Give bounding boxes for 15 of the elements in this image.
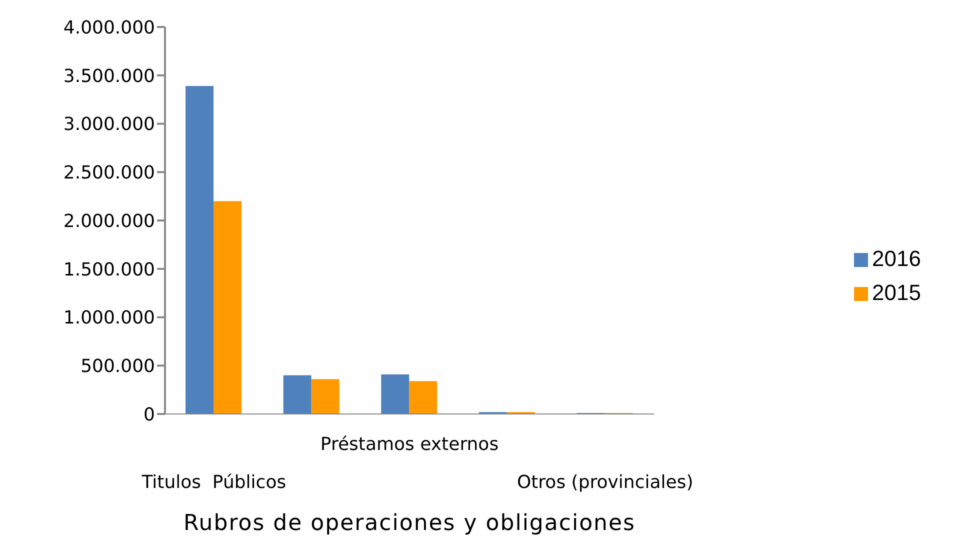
- x-axis-title: Rubros de operaciones y obligaciones: [184, 511, 636, 536]
- x-tick-label: Titulos Públicos: [140, 472, 286, 493]
- y-tick-label: 1.500.000: [63, 259, 155, 280]
- y-tick-label: 1.000.000: [63, 308, 155, 329]
- y-tick-label: 0: [144, 404, 155, 426]
- x-tick-label: Otros (provinciales): [516, 472, 694, 493]
- legend-label: 2015: [872, 280, 921, 305]
- y-tick-label: 3.500.000: [63, 66, 155, 87]
- y-tick-label: 2.500.000: [63, 162, 155, 184]
- legend-label: 2016: [872, 246, 921, 271]
- x-tick-label: Préstamos externos: [320, 434, 499, 455]
- y-tick-label: 500.000: [80, 356, 155, 378]
- y-tick-label: 3.000.000: [63, 114, 155, 136]
- y-tick-label: 4.000.000: [63, 17, 155, 38]
- y-tick-label: 2.000.000: [63, 210, 155, 232]
